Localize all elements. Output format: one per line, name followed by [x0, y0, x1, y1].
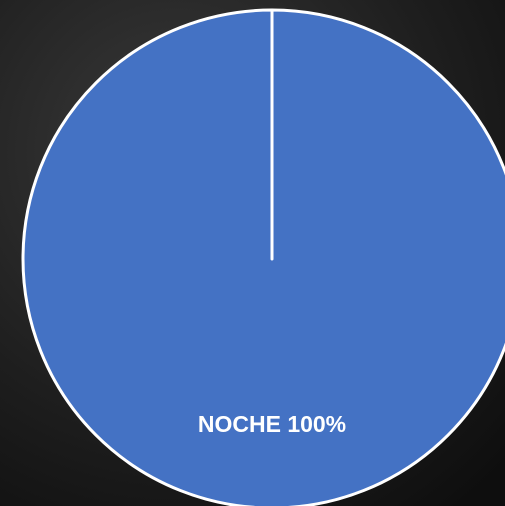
labels: NOCHE 100% [198, 411, 346, 437]
slice-label: NOCHE 100% [198, 411, 346, 437]
pie [21, 8, 505, 506]
slice-category: NOCHE [198, 411, 281, 437]
pie-slice [21, 8, 505, 506]
slice-value: 100% [287, 411, 346, 437]
